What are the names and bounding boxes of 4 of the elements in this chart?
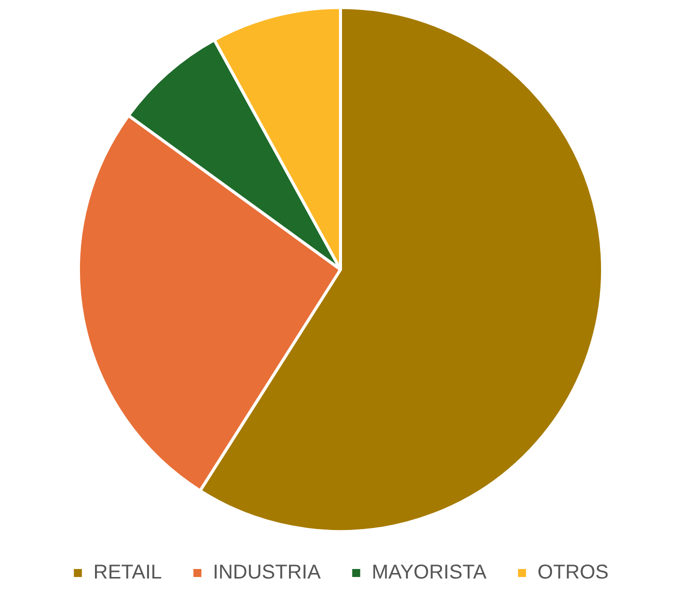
legend-label: INDUSTRIA [212,562,322,584]
legend-label: MAYORISTA [372,562,488,584]
legend-label: RETAIL [93,562,162,584]
legend-label: OTROS [538,562,609,584]
